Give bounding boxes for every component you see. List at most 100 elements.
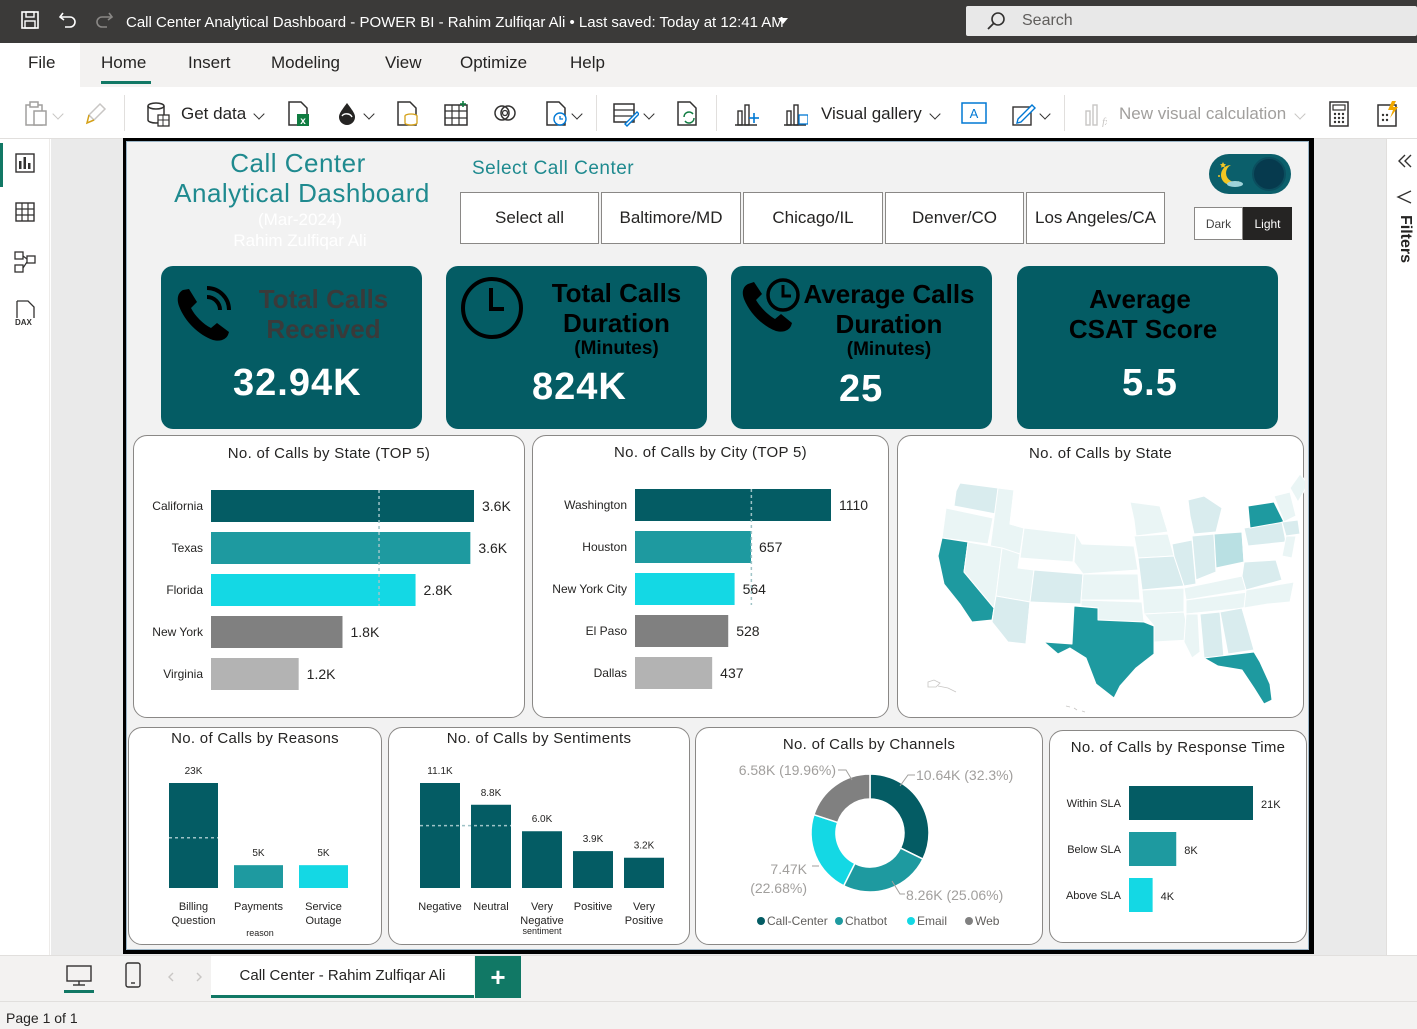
bar [1129, 832, 1177, 866]
tab-help[interactable]: Help [570, 53, 605, 72]
chart-title: No. of Calls by Response Time [1070, 739, 1286, 756]
bar [211, 532, 471, 564]
redo-icon[interactable] [94, 10, 114, 30]
paste-icon[interactable] [24, 101, 48, 127]
desktop-layout-icon[interactable] [66, 965, 92, 987]
kpi-title-line2: Duration [563, 308, 670, 338]
quick-measure-icon[interactable] [1376, 101, 1400, 127]
undo-icon[interactable] [58, 10, 78, 30]
dataverse-icon[interactable] [493, 101, 517, 125]
page-tab-call-center[interactable]: Call Center - Rahim Zulfiqar Ali [211, 956, 474, 998]
enter-data-icon[interactable] [444, 101, 468, 127]
bar [211, 658, 299, 690]
calculator-icon[interactable] [1328, 101, 1350, 127]
tab-file[interactable]: File [0, 43, 80, 87]
slicer-title: Select Call Center [472, 158, 635, 179]
data-label: 1.8K [351, 624, 380, 640]
kpi-card-average-csat-score: Average CSAT Score 5.5 [1017, 266, 1278, 429]
category-label: Above SLA [1066, 890, 1122, 902]
data-label: 564 [743, 581, 767, 597]
slicer-option-baltimore[interactable]: Baltimore/MD [601, 192, 741, 244]
kpi-value: 824K [532, 366, 627, 408]
data-label: 8.8K [481, 788, 502, 799]
data-label: 3.6K [482, 498, 511, 514]
sql-server-icon[interactable] [396, 101, 420, 127]
data-label: 2.8K [424, 582, 453, 598]
data-label: (22.68%) [750, 880, 807, 896]
visual-gallery-icon[interactable] [784, 101, 808, 127]
dashboard-period: (Mar-2024) [257, 210, 343, 229]
slicer-option-denver[interactable]: Denver/CO [885, 192, 1024, 244]
slicer-option-select-all[interactable]: Select all [460, 192, 599, 244]
leader-line [891, 880, 905, 895]
visual-gallery-label[interactable]: Visual gallery [821, 104, 922, 123]
data-label: 10.64K (32.3%) [916, 767, 1013, 783]
scroll-left-icon[interactable] [167, 972, 175, 982]
filters-pane[interactable] [1386, 139, 1417, 955]
refresh-icon[interactable] [676, 101, 700, 127]
data-label: 3.2K [634, 841, 655, 852]
kpi-card-total-calls-received: Total Calls Received 32.94K [161, 266, 422, 429]
new-visual-icon[interactable] [735, 101, 759, 127]
chart-title: No. of Calls by Sentiments [446, 730, 632, 747]
tab-modeling[interactable]: Modeling [271, 53, 340, 72]
phone-clock-icon [739, 276, 805, 334]
theme-dark-button[interactable]: Dark [1194, 207, 1243, 240]
category-label: Positive [574, 901, 613, 913]
tab-insert[interactable]: Insert [188, 53, 231, 72]
data-label: 3.6K [478, 540, 507, 556]
calls-by-city-svg: Washington 1110 Houston 657 New York City 564… [552, 489, 868, 689]
format-painter-icon[interactable] [86, 101, 108, 125]
filters-label[interactable]: Filters [1397, 215, 1414, 264]
table-view-icon[interactable] [14, 201, 36, 223]
title-bar: Call Center Analytical Dashboard - POWER… [0, 0, 1417, 43]
new-visual-calculation-label: New visual calculation [1119, 104, 1287, 123]
save-icon[interactable] [20, 10, 40, 30]
add-page-button[interactable]: + [475, 956, 521, 998]
tab-optimize[interactable]: Optimize [460, 53, 528, 72]
category-label: Very [531, 901, 554, 913]
slicer-option-los-angeles[interactable]: Los Angeles/CA [1026, 192, 1165, 244]
get-data-icon[interactable] [146, 101, 170, 127]
search-box[interactable]: Search [966, 6, 1417, 36]
report-view-icon[interactable] [14, 152, 36, 174]
kpi-title-line2: CSAT Score [1068, 314, 1218, 344]
axis-label: sentiment [522, 926, 562, 936]
kpi-value: 25 [839, 368, 884, 410]
chart-title: No. of Calls by State (TOP 5) [227, 445, 431, 462]
collapse-pane-icon[interactable] [1397, 153, 1413, 169]
bar [624, 857, 664, 888]
chart-title: No. of Calls by Channels [782, 736, 956, 753]
window-title: Call Center Analytical Dashboard - POWER… [126, 14, 784, 31]
scroll-right-icon[interactable] [195, 972, 203, 982]
onelake-icon[interactable] [336, 101, 358, 125]
data-label: 21K [1261, 799, 1281, 811]
page-status: Page 1 of 1 [6, 1010, 78, 1026]
theme-light-button[interactable]: Light [1243, 207, 1292, 240]
category-label: Very [633, 901, 656, 913]
slicer-option-chicago[interactable]: Chicago/IL [743, 192, 883, 244]
calls-by-reasons-svg: 23K Billing Question 5K Payments 5K Service Out… [169, 766, 348, 938]
get-data-label[interactable]: Get data [181, 104, 247, 123]
dax-query-icon[interactable]: DAX [14, 300, 38, 326]
bar [234, 865, 283, 888]
model-view-icon[interactable] [14, 250, 36, 274]
calls-by-response-time-svg: Within SLA 21K Below SLA 8K Above SLA 4K [1066, 786, 1281, 912]
map-calls-by-state[interactable]: No. of Calls by State [897, 435, 1305, 718]
text-box-icon[interactable]: A [961, 101, 987, 125]
tab-view[interactable]: View [385, 53, 422, 72]
more-visuals-icon[interactable] [1012, 101, 1038, 127]
view-rail: DAX [0, 139, 50, 955]
category-label: New York [152, 625, 204, 639]
kpi-subtitle: (Minutes) [574, 338, 659, 359]
title-dropdown-icon[interactable] [778, 18, 788, 24]
theme-toggle-knob[interactable] [1252, 157, 1286, 191]
legend-marker [835, 917, 843, 925]
transform-data-icon[interactable] [613, 101, 639, 127]
tab-home[interactable]: Home [101, 53, 147, 72]
recent-sources-icon[interactable] [545, 101, 569, 127]
data-label: 6.58K (19.96%) [739, 762, 836, 778]
excel-icon[interactable]: x [287, 101, 311, 127]
mobile-layout-icon[interactable] [125, 962, 141, 988]
chart-title: No. of Calls by Reasons [171, 730, 339, 747]
